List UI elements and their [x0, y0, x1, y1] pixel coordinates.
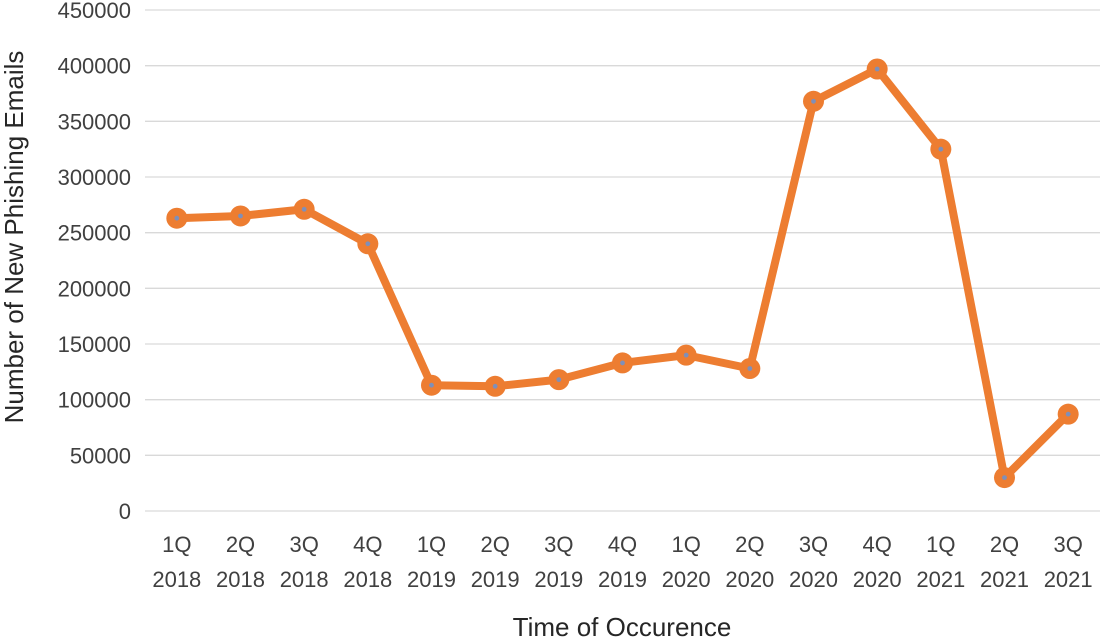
x-tick-label-year: 2020 — [789, 567, 838, 592]
data-point-center — [429, 382, 434, 388]
y-tick-label: 300000 — [58, 165, 131, 190]
y-tick-label: 0 — [119, 499, 131, 524]
y-axis-tick-labels: 0 50000 100000 150000 200000 250000 300000 3500… — [58, 0, 131, 524]
data-point — [293, 198, 315, 220]
data-point-center — [811, 98, 816, 104]
x-tick-label-year: 2021 — [980, 567, 1029, 592]
data-point — [866, 58, 888, 80]
x-tick-label-year: 2019 — [407, 567, 456, 592]
x-tick-label-year: 2020 — [662, 567, 711, 592]
data-point-center — [1002, 475, 1007, 480]
data-point-center — [683, 352, 689, 358]
x-tick-label-year: 2019 — [534, 567, 583, 592]
data-point-center — [365, 241, 371, 247]
x-tick-label-quarter: 4Q — [353, 532, 382, 557]
x-tick-label-quarter: 2Q — [990, 532, 1019, 557]
data-point — [1057, 403, 1079, 425]
x-tick-label-quarter: 4Q — [608, 532, 637, 557]
data-point — [675, 344, 697, 366]
gridlines — [145, 9, 1100, 512]
y-tick-label: 50000 — [70, 443, 131, 468]
x-tick-label-year: 2020 — [853, 567, 902, 592]
y-tick-label: 150000 — [58, 332, 131, 357]
data-point — [930, 138, 952, 160]
y-tick-label: 350000 — [58, 109, 131, 134]
x-tick-label-year: 2018 — [343, 567, 392, 592]
x-axis-tick-labels: 1Q 2018 2Q 2018 3Q 2018 4Q 2018 1Q 2019 2Q 2019 3Q 20… — [152, 532, 1092, 592]
data-point-center — [492, 383, 498, 389]
x-tick-label-quarter: 2Q — [735, 532, 764, 557]
x-tick-label-quarter: 1Q — [671, 532, 700, 557]
data-point-center — [174, 215, 180, 221]
data-point — [421, 374, 442, 396]
data-point-center — [301, 206, 307, 212]
data-points — [166, 58, 1079, 489]
data-point — [803, 90, 824, 112]
x-tick-label-quarter: 1Q — [417, 532, 446, 557]
series-line — [172, 65, 1073, 482]
x-tick-label-year: 2021 — [916, 567, 965, 592]
x-tick-label-quarter: 4Q — [862, 532, 891, 557]
x-tick-label-quarter: 3Q — [544, 532, 573, 557]
x-tick-label-year: 2018 — [280, 567, 329, 592]
data-point — [548, 369, 570, 391]
data-point — [739, 357, 761, 379]
y-tick-label: 100000 — [58, 388, 131, 413]
data-point-center — [874, 66, 880, 72]
data-point — [357, 233, 379, 255]
y-tick-label: 450000 — [58, 0, 131, 23]
x-tick-label-quarter: 1Q — [162, 532, 191, 557]
data-point — [612, 352, 633, 374]
y-axis-title: Number of New Phishing Emails — [0, 51, 29, 424]
x-tick-label-year: 2020 — [725, 567, 774, 592]
x-tick-label-quarter: 2Q — [480, 532, 509, 557]
y-tick-label: 250000 — [58, 221, 131, 246]
x-tick-label-year: 2021 — [1044, 567, 1093, 592]
data-point-center — [556, 377, 562, 383]
data-point-center — [238, 213, 243, 219]
y-tick-label: 400000 — [58, 54, 131, 79]
x-tick-label-quarter: 3Q — [799, 532, 828, 557]
data-point-center — [620, 360, 625, 366]
x-tick-label-year: 2018 — [152, 567, 201, 592]
x-tick-label-year: 2019 — [471, 567, 520, 592]
data-point — [484, 375, 506, 397]
y-tick-label: 200000 — [58, 276, 131, 301]
x-tick-label-quarter: 1Q — [926, 532, 955, 557]
x-tick-label-quarter: 2Q — [226, 532, 255, 557]
data-point-center — [747, 366, 753, 371]
data-point-center — [1065, 411, 1071, 417]
x-tick-label-year: 2019 — [598, 567, 647, 592]
data-point — [166, 207, 188, 229]
x-tick-label-quarter: 3Q — [1053, 532, 1082, 557]
data-point — [994, 467, 1015, 489]
data-point — [230, 205, 251, 227]
x-tick-label-quarter: 3Q — [289, 532, 318, 557]
x-tick-label-year: 2018 — [216, 567, 265, 592]
series-line-group — [172, 65, 1073, 482]
data-point-center — [938, 146, 944, 152]
x-axis-title: Time of Occurence — [513, 612, 732, 639]
